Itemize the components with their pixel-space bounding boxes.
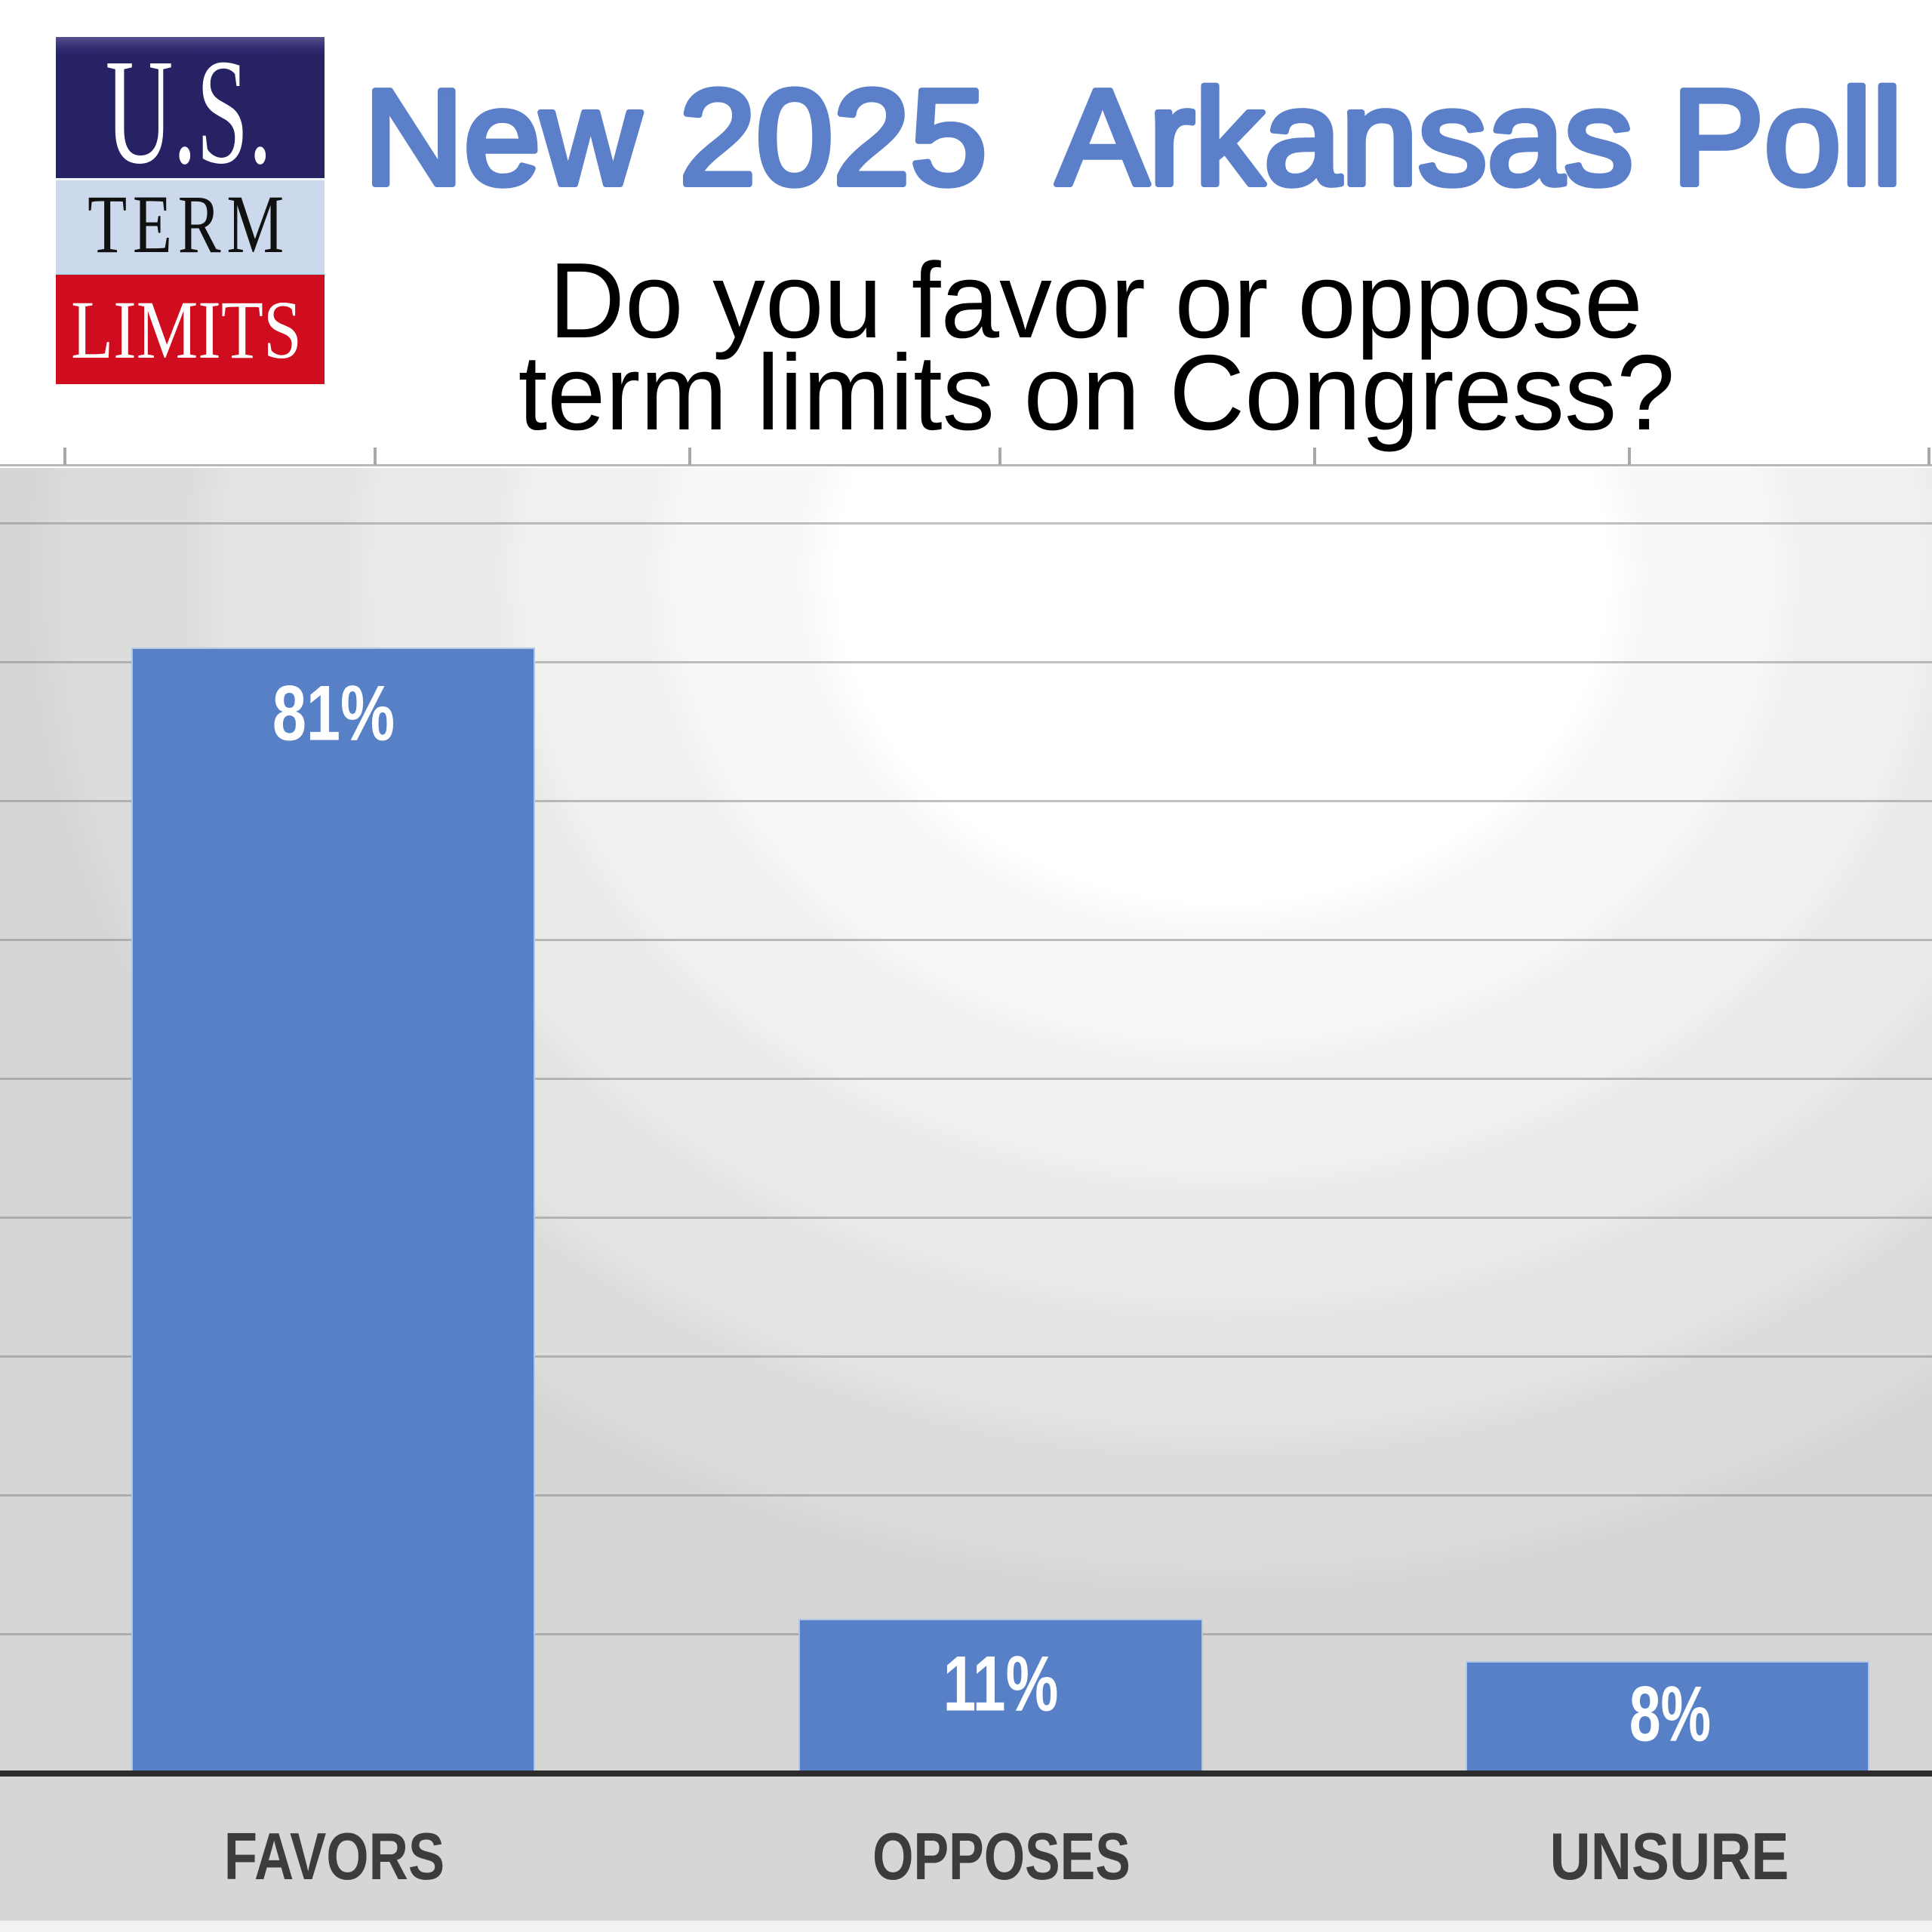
svg-text:New 2025 Arkansas Poll: New 2025 Arkansas Poll: [364, 62, 1903, 214]
